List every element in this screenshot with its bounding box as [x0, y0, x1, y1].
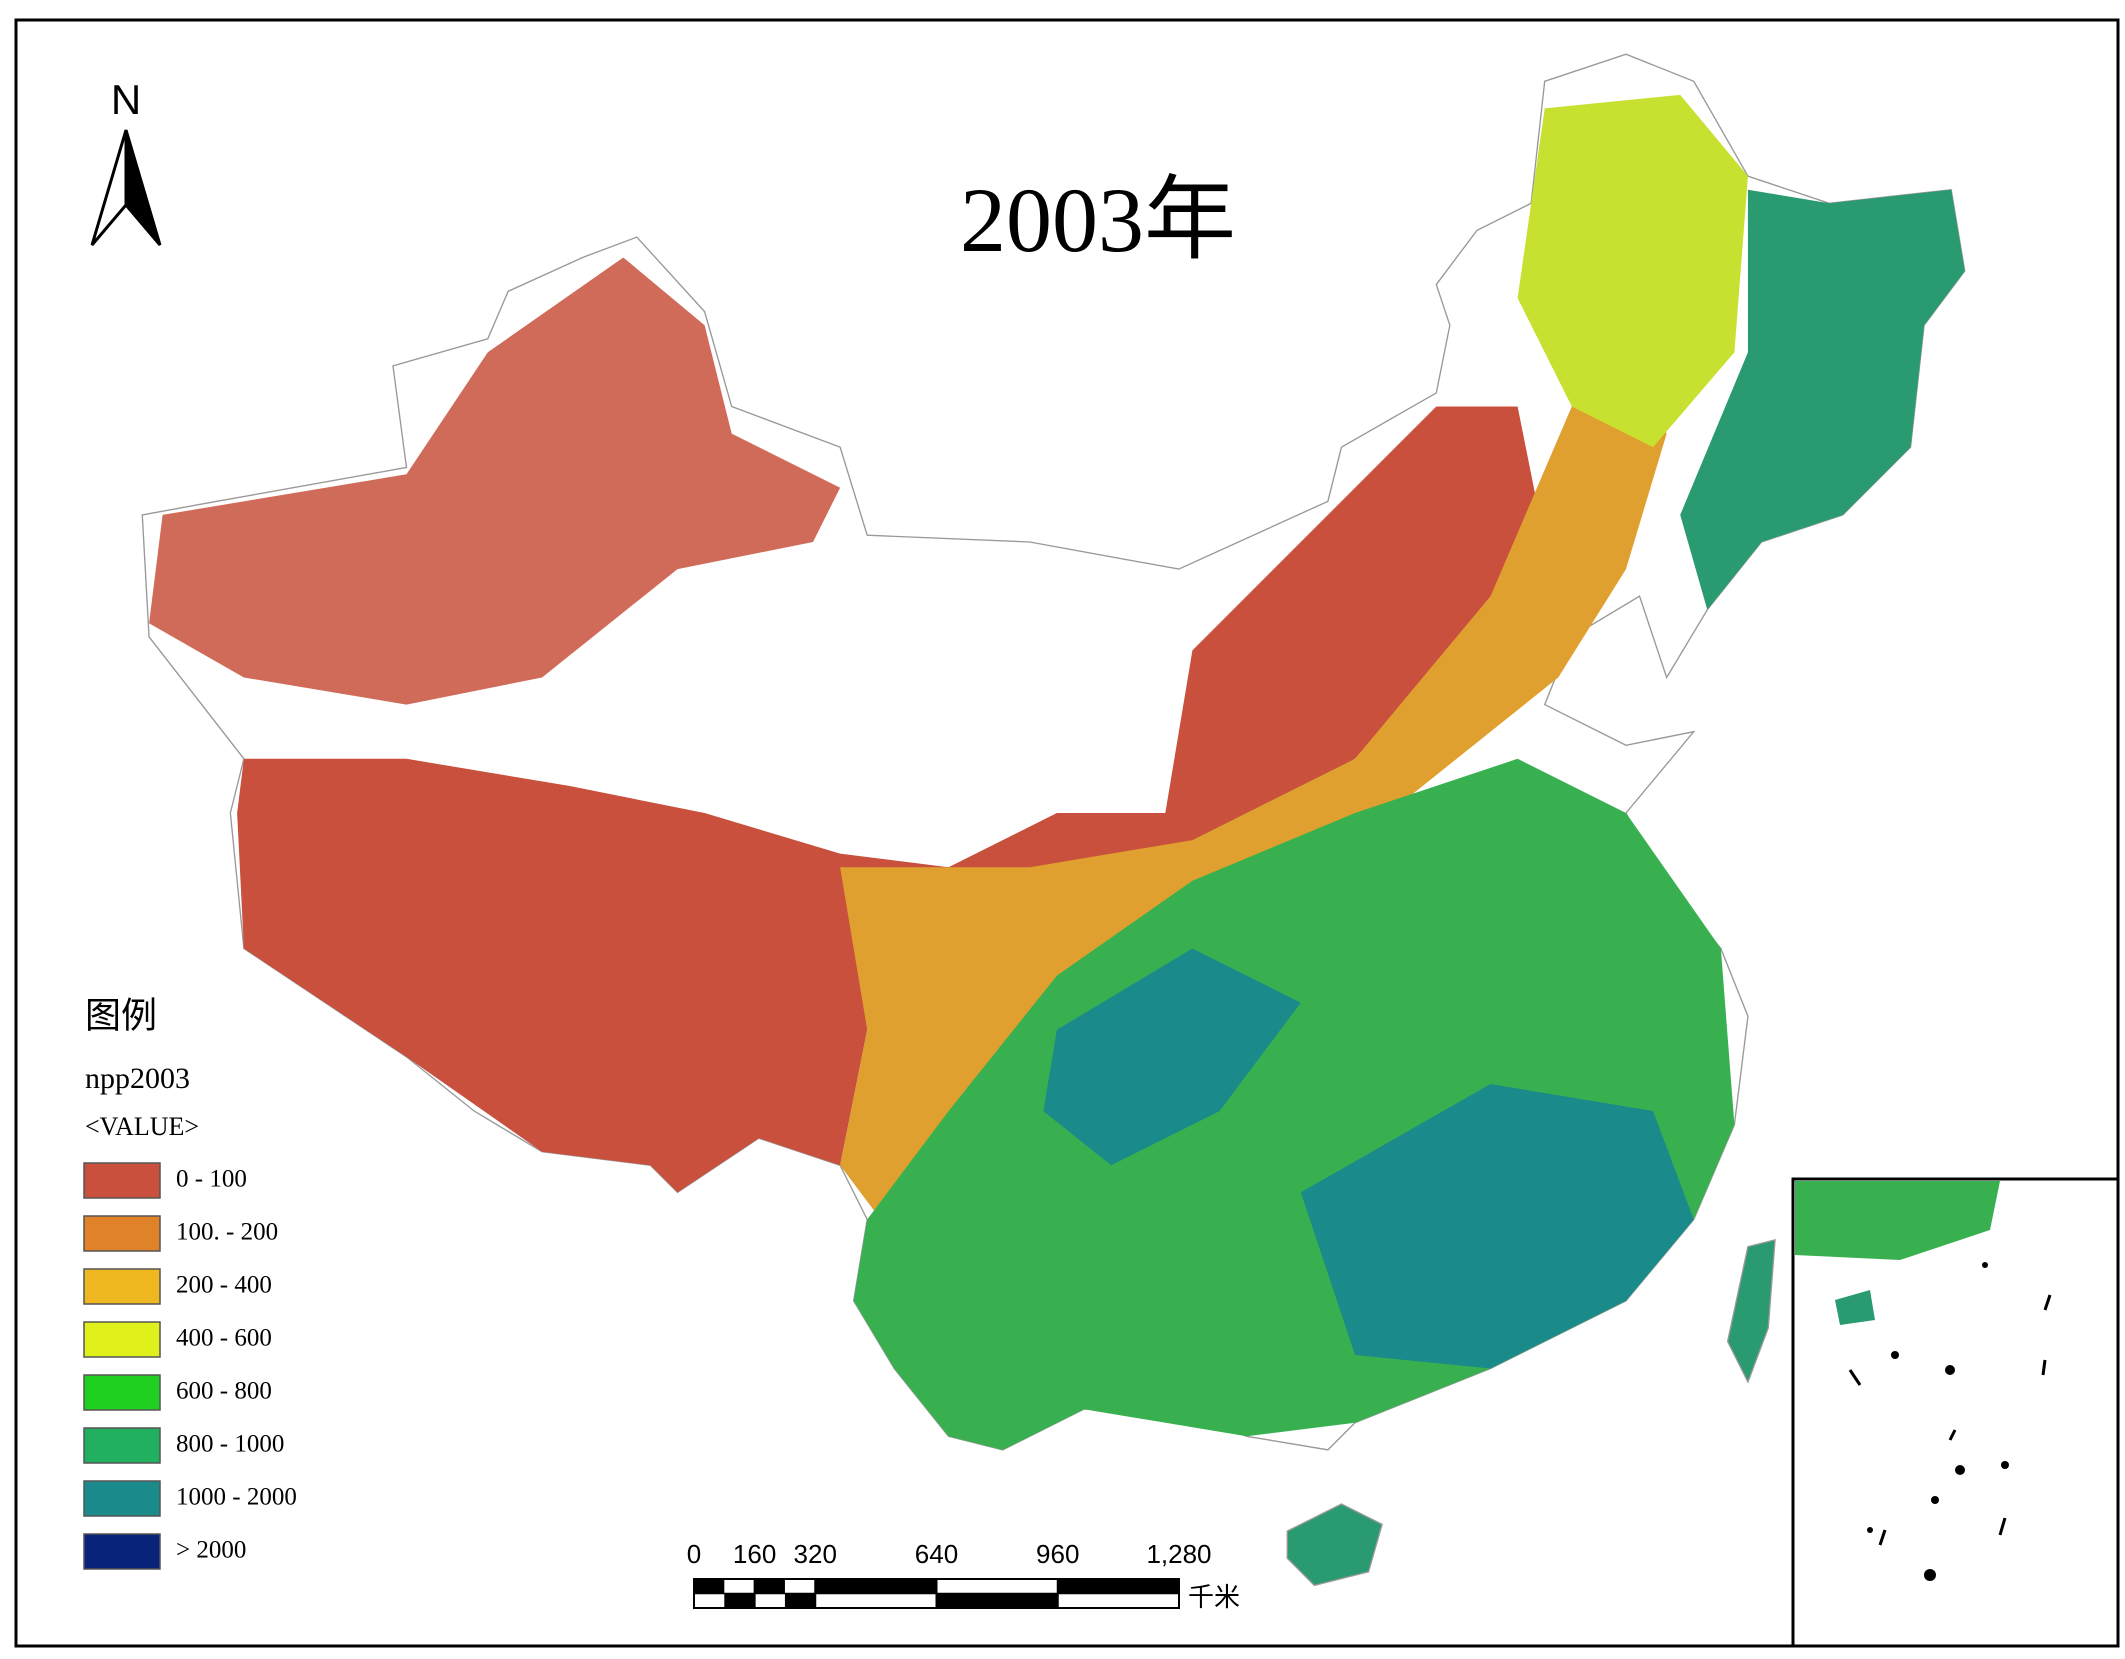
scale-label: 640: [915, 1539, 958, 1569]
scale-segment: [694, 1579, 725, 1594]
legend-label: 800 - 1000: [176, 1431, 284, 1458]
taiwan: [1726, 1238, 1776, 1384]
legend-swatch: [83, 1321, 161, 1358]
inset-frame: [1791, 1177, 2120, 1648]
legend-label: 400 - 600: [176, 1325, 272, 1352]
hainan: [1286, 1503, 1383, 1587]
scale-segment: [784, 1593, 816, 1608]
legend-items: 0 - 100 100. - 200 200 - 400 400 - 600 600 -…: [83, 1162, 297, 1570]
scale-segment: [815, 1579, 937, 1594]
scale-segment: [724, 1593, 755, 1608]
scale-label: 0: [687, 1539, 701, 1569]
region-teal: [1043, 948, 1301, 1166]
region-northeast: [1680, 189, 1965, 610]
map-title: 2003年: [960, 169, 1236, 271]
scale-label: 960: [1036, 1539, 1079, 1569]
scale-segment: [936, 1593, 1058, 1608]
scale-label: 160: [733, 1539, 776, 1569]
legend-layer: npp2003: [85, 1062, 190, 1095]
legend-label: 600 - 800: [176, 1378, 272, 1405]
legend-swatch: [83, 1374, 161, 1411]
legend-swatch: [83, 1162, 161, 1199]
legend-swatch: [83, 1215, 161, 1252]
legend-label: 0 - 100: [176, 1166, 247, 1193]
north-arrow-right: [124, 129, 162, 246]
legend-label: > 2000: [176, 1537, 246, 1564]
north-label: N: [111, 76, 141, 123]
scale-bar: 0 160 320 640 960 1,280 千米: [687, 1539, 1240, 1612]
scale-unit: 千米: [1188, 1583, 1240, 1612]
region-teal-se: [1300, 1084, 1694, 1369]
legend-swatch: [83, 1427, 161, 1464]
scale-segment: [754, 1579, 785, 1594]
legend-swatch: [83, 1533, 161, 1570]
legend-swatch: [83, 1268, 161, 1305]
region-low: [237, 406, 1545, 1193]
region-yellow: [1517, 94, 1748, 448]
legend-swatch: [83, 1480, 161, 1517]
legend-label: 100. - 200: [176, 1219, 278, 1246]
scale-label: 1,280: [1146, 1539, 1211, 1569]
legend-field: <VALUE>: [85, 1112, 199, 1141]
scale-label: 320: [794, 1539, 837, 1569]
region-low-north: [149, 257, 841, 705]
inset-map: [1795, 1181, 2052, 1581]
legend-label: 1000 - 2000: [176, 1484, 297, 1511]
scale-segment: [1057, 1579, 1179, 1594]
legend-label: 200 - 400: [176, 1272, 272, 1299]
legend-title: 图例: [85, 995, 157, 1035]
china-map: [141, 53, 1966, 1587]
